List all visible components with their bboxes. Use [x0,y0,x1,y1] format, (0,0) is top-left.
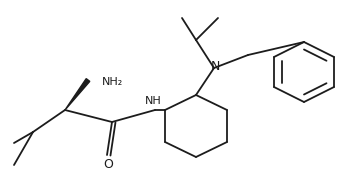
Text: NH: NH [145,96,161,106]
Text: O: O [103,158,113,171]
Text: N: N [210,61,220,74]
Polygon shape [65,79,90,110]
Text: NH₂: NH₂ [102,77,123,87]
